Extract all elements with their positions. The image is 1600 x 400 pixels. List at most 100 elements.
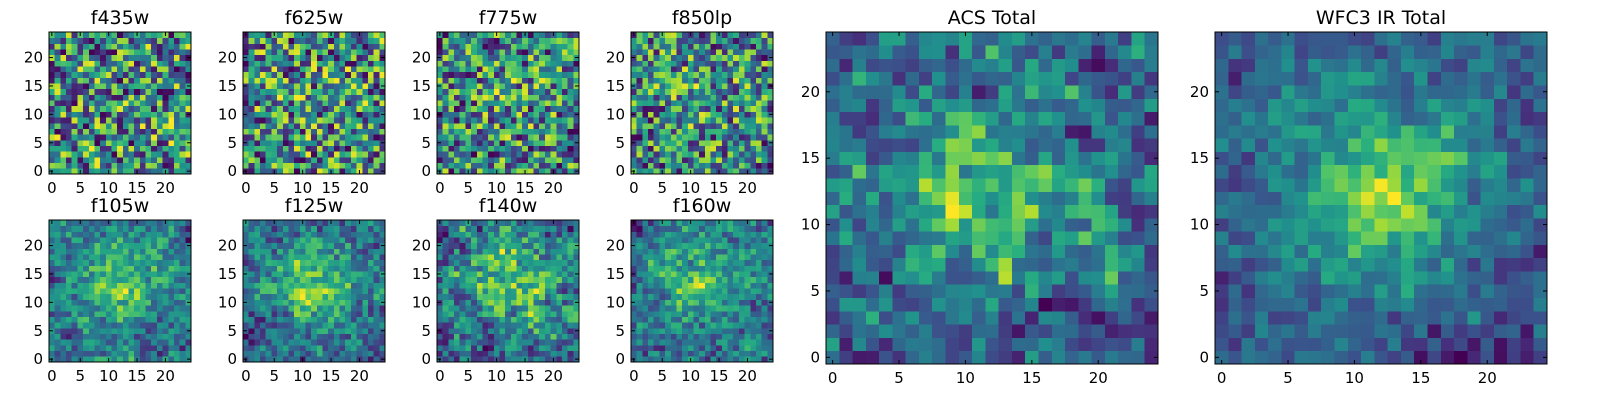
heatmap-cell	[670, 282, 677, 289]
heatmap-cell	[710, 333, 717, 340]
heatmap-cell	[636, 83, 643, 90]
heatmap-cell	[299, 128, 306, 135]
heatmap-cell	[248, 117, 255, 124]
heatmap-cell	[333, 156, 340, 164]
heatmap-cell	[265, 305, 272, 312]
heatmap-cell	[134, 111, 141, 118]
heatmap-cell	[134, 122, 141, 129]
heatmap-cell	[122, 43, 129, 50]
heatmap-cell	[505, 265, 512, 272]
heatmap-cell	[111, 139, 118, 146]
heatmap-cell	[556, 94, 563, 101]
heatmap-cell	[567, 117, 574, 124]
heatmap-cell	[271, 156, 278, 164]
heatmap-cell	[499, 117, 506, 124]
heatmap-cell	[173, 265, 181, 272]
heatmap-cell	[254, 168, 261, 175]
heatmap-cell	[727, 310, 734, 317]
axes-frame	[242, 31, 386, 175]
heatmap-cell	[373, 54, 380, 61]
heatmap-cell	[305, 242, 312, 249]
heatmap-cell	[476, 316, 483, 323]
heatmap-cell	[134, 117, 141, 124]
heatmap-cell	[442, 316, 449, 323]
heatmap-cell	[465, 350, 472, 357]
heatmap-cell	[499, 134, 506, 141]
heatmap-cell	[471, 100, 478, 107]
heatmap-cell	[539, 310, 546, 317]
heatmap-cell	[676, 333, 683, 340]
heatmap-cell	[294, 134, 301, 141]
heatmap-cell	[71, 83, 78, 90]
heatmap-cell	[437, 88, 444, 95]
heatmap-cell	[727, 128, 734, 135]
heatmap-cell	[328, 322, 335, 329]
heatmap-cell	[493, 37, 500, 44]
heatmap-cell	[767, 333, 774, 340]
heatmap-cell	[676, 105, 683, 112]
heatmap-cell	[168, 327, 175, 334]
heatmap-cell	[128, 288, 135, 295]
heatmap-cell	[66, 259, 73, 266]
heatmap-cell	[288, 237, 295, 244]
x-tick-label: 0	[629, 179, 639, 197]
heatmap-cell	[339, 60, 346, 67]
heatmap-cell	[682, 43, 689, 50]
heatmap-cell	[505, 168, 512, 175]
heatmap-cell	[676, 299, 683, 306]
heatmap-cell	[60, 43, 67, 50]
heatmap-cell	[299, 77, 306, 84]
heatmap-cell	[367, 265, 375, 272]
heatmap-cell	[271, 271, 278, 278]
heatmap-cell	[710, 139, 717, 146]
heatmap-cell	[66, 350, 73, 357]
heatmap-cell	[260, 117, 267, 124]
heatmap-cell	[476, 83, 483, 90]
y-tick-label: 15	[24, 77, 43, 95]
x-tick-label: 0	[241, 179, 251, 197]
heatmap-cell	[636, 128, 643, 135]
heatmap-cell	[277, 100, 284, 107]
heatmap-cell	[88, 299, 95, 306]
heatmap-cell	[71, 71, 78, 78]
heatmap-cell	[505, 344, 512, 352]
heatmap-cell	[476, 344, 483, 352]
heatmap-cell	[636, 288, 643, 295]
heatmap-cell	[356, 237, 363, 244]
panel-title: f160w	[673, 195, 732, 217]
heatmap-cell	[316, 259, 323, 266]
heatmap-cell	[362, 151, 369, 158]
heatmap-cell	[693, 339, 700, 346]
heatmap-cell	[311, 105, 318, 112]
heatmap-cell	[733, 32, 740, 39]
heatmap-cell	[288, 248, 295, 255]
heatmap-cell	[465, 54, 472, 61]
heatmap-cell	[316, 156, 323, 164]
heatmap-cell	[83, 88, 90, 95]
heatmap-cell	[100, 77, 107, 84]
heatmap-cell	[556, 151, 563, 158]
heatmap-cell	[117, 145, 124, 152]
heatmap-cell	[156, 83, 163, 90]
heatmap-cell	[305, 327, 312, 334]
heatmap-cell	[350, 77, 357, 84]
heatmap-cell	[151, 333, 158, 340]
heatmap-cell	[254, 237, 261, 244]
heatmap-cell	[454, 139, 461, 146]
heatmap-cell	[533, 231, 540, 238]
heatmap-cell	[71, 339, 78, 346]
heatmap-cell	[744, 66, 751, 73]
heatmap-cell	[459, 49, 466, 56]
heatmap-cell	[516, 60, 523, 67]
heatmap-cell	[294, 60, 301, 67]
heatmap-cell	[465, 43, 472, 50]
heatmap-cell	[350, 32, 357, 39]
heatmap-cell	[527, 356, 534, 363]
heatmap-cell	[665, 88, 672, 95]
heatmap-cell	[265, 322, 272, 329]
heatmap-cell	[567, 288, 574, 295]
heatmap-cell	[248, 145, 255, 152]
heatmap-cell	[145, 43, 152, 50]
heatmap-cell	[642, 162, 649, 169]
heatmap-cell	[311, 156, 318, 164]
